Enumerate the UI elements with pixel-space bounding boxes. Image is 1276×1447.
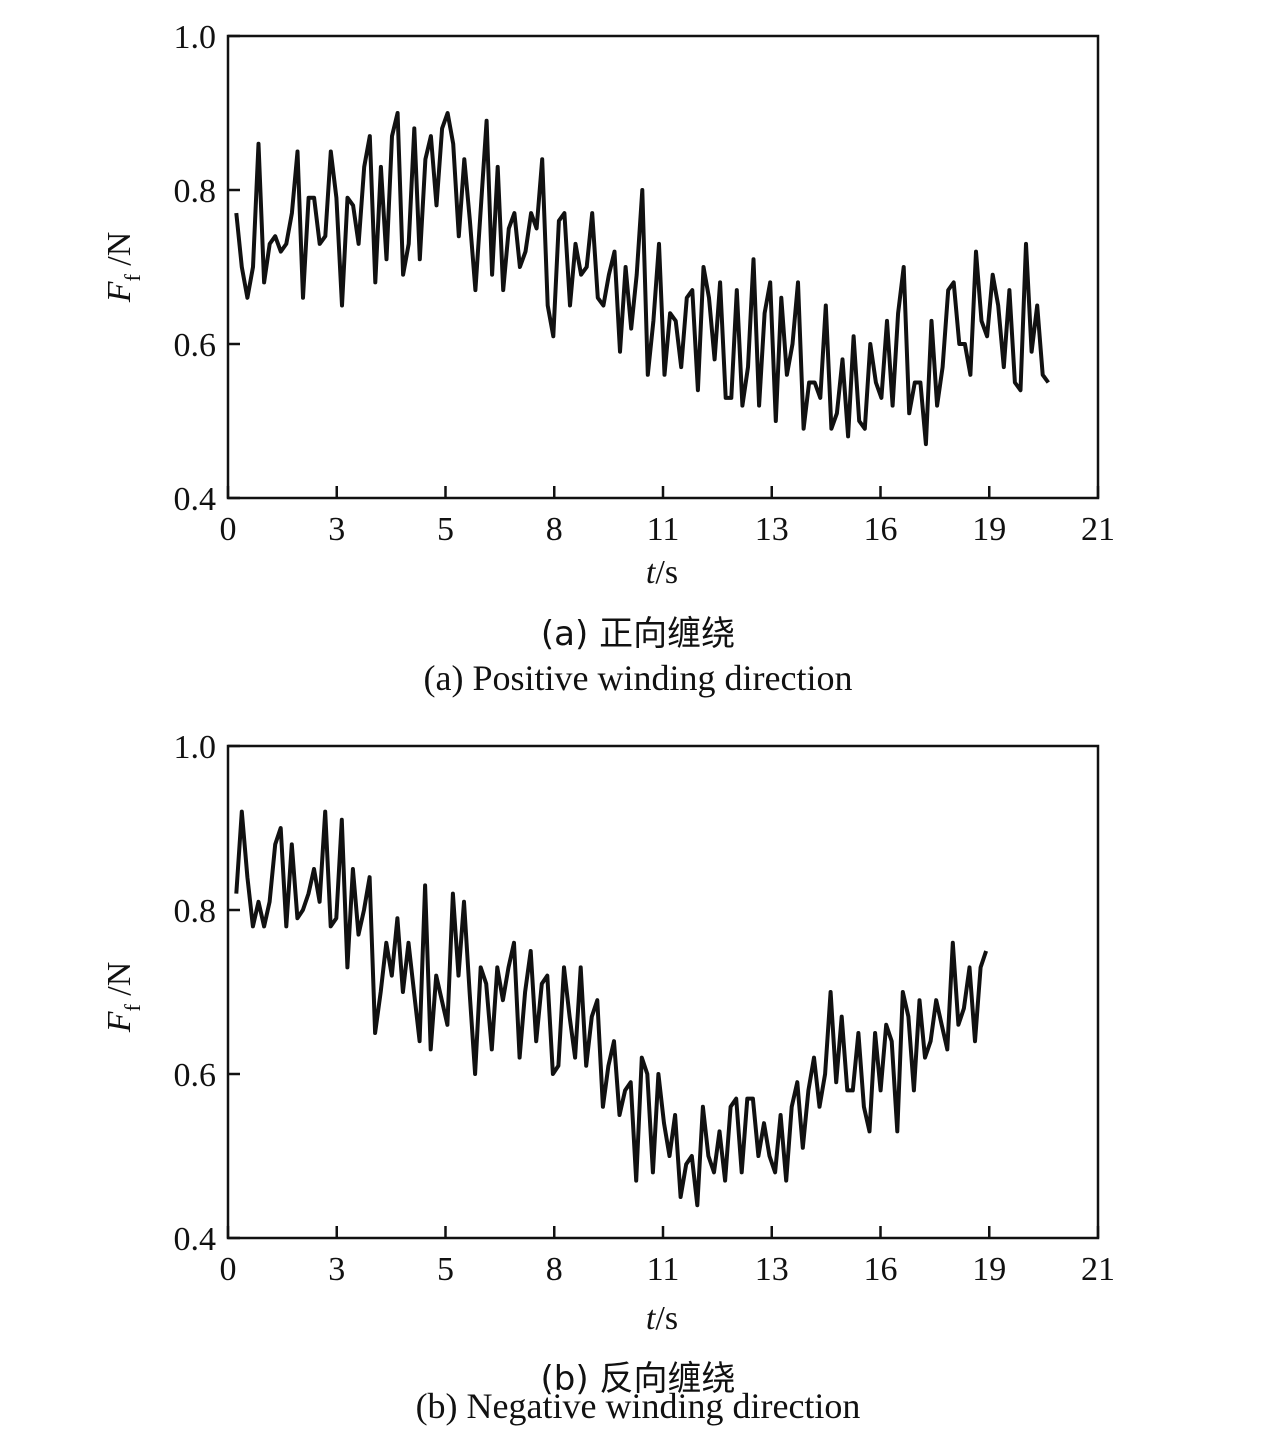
y-tick-label: 1.0 (174, 729, 217, 766)
y-tick-label: 0.8 (174, 893, 217, 930)
y-tick-label: 0.6 (174, 1057, 217, 1094)
x-tick-label: 11 (647, 1251, 680, 1288)
x-tick-label: 13 (755, 511, 789, 548)
y-tick-label: 0.8 (174, 173, 217, 210)
x-tick-label: 19 (972, 1251, 1006, 1288)
x-tick-label: 13 (755, 1251, 789, 1288)
x-tick-label: 21 (1081, 1251, 1115, 1288)
x-tick-label: 0 (220, 1251, 237, 1288)
x-tick-label: 16 (864, 1251, 898, 1288)
x-tick-label: 11 (647, 511, 680, 548)
x-tick-label: 16 (864, 511, 898, 548)
caption-cn-b: (b) 反向缠绕 (540, 1359, 736, 1399)
y-axis-label: Ff /N (101, 962, 145, 1034)
series-line (234, 111, 1050, 447)
y-tick-label: 0.6 (174, 327, 217, 364)
x-tick-label: 5 (437, 1251, 454, 1288)
x-tick-label: 8 (546, 511, 563, 548)
y-tick-label: 0.4 (174, 1221, 217, 1258)
x-tick-label: 8 (546, 1251, 563, 1288)
y-ticks: 0.4 0.6 0.8 1.0 (174, 729, 240, 1258)
x-ticks: 0 3 5 8 11 13 16 19 21 (220, 1226, 1115, 1288)
x-tick-label: 21 (1081, 511, 1115, 548)
caption-cn-a: (a) 正向缠绕 (540, 614, 736, 654)
x-tick-label: 5 (437, 511, 454, 548)
series-line (234, 809, 988, 1208)
caption-en-a: (a) Positive winding direction (423, 658, 853, 698)
y-ticks: 0.4 0.6 0.8 1.0 (174, 19, 240, 518)
plot-frame (226, 34, 1100, 500)
chart-b: 0.4 0.6 0.8 1.0 0 3 5 8 11 13 16 19 21 t/s Ff /N (101, 729, 1115, 1337)
caption-en-b: (b) Negative winding direction (415, 1386, 861, 1426)
chart-panel-b: 0.4 0.6 0.8 1.0 0 3 5 8 11 13 16 19 21 t/s Ff /N (b… (0, 710, 1276, 1426)
chart-panel-a: 0.4 0.6 0.8 1.0 0 3 5 8 11 13 16 19 21 t/s Ff /N (a… (0, 0, 1276, 715)
x-tick-label: 3 (328, 1251, 345, 1288)
y-tick-label: 1.0 (174, 19, 217, 56)
y-axis-label: Ff /N (101, 232, 145, 304)
y-tick-label: 0.4 (174, 481, 217, 518)
x-tick-label: 19 (972, 511, 1006, 548)
x-tick-label: 3 (328, 511, 345, 548)
x-tick-label: 0 (220, 511, 237, 548)
x-axis-label: t/s (646, 1300, 678, 1337)
x-ticks: 0 3 5 8 11 13 16 19 21 (220, 486, 1115, 548)
chart-a: 0.4 0.6 0.8 1.0 0 3 5 8 11 13 16 19 21 t/s Ff /N (101, 19, 1115, 591)
x-axis-label: t/s (646, 554, 678, 591)
